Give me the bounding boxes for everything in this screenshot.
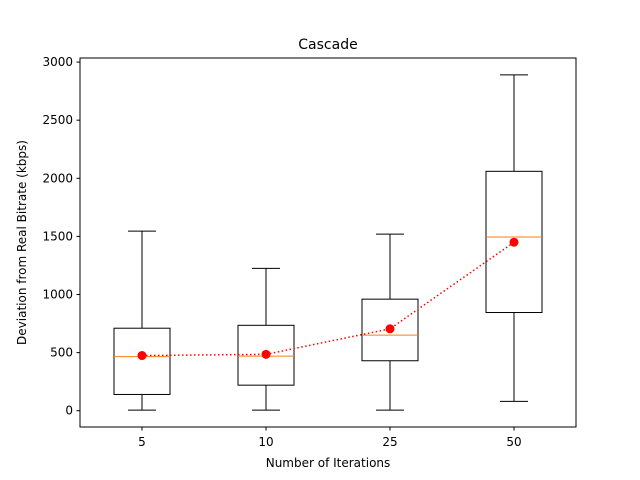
y-axis-label: Deviation from Real Bitrate (kbps) [15,140,29,345]
y-axis: 0 500 1000 1500 2000 2500 3000 [42,55,80,418]
mean-point [261,349,271,359]
y-tick-label: 0 [65,404,73,418]
y-tick-label: 2000 [42,171,73,185]
y-tick-label: 3000 [42,55,73,69]
mean-point [137,351,147,361]
y-tick-label: 1000 [42,288,73,302]
chart-title: Cascade [298,37,357,53]
x-tick-label: 10 [258,435,273,449]
x-axis-label: Number of Iterations [266,456,391,470]
x-tick-label: 5 [138,435,146,449]
mean-point [385,324,395,334]
box-50 [485,74,543,402]
box-body [113,327,171,395]
plot-frame [79,57,577,428]
box-25 [361,233,419,411]
box-body [361,298,419,362]
y-tick-label: 2500 [42,113,73,127]
box-body [237,324,295,386]
mean-point [509,237,519,247]
y-tick-label: 1500 [42,229,73,243]
x-tick-label: 50 [506,435,521,449]
box-5 [113,230,171,411]
plot-content [113,74,543,411]
box-body [485,170,543,314]
x-axis: 5 10 25 50 [138,427,522,449]
y-tick-label: 500 [50,346,73,360]
x-tick-label: 25 [382,435,397,449]
